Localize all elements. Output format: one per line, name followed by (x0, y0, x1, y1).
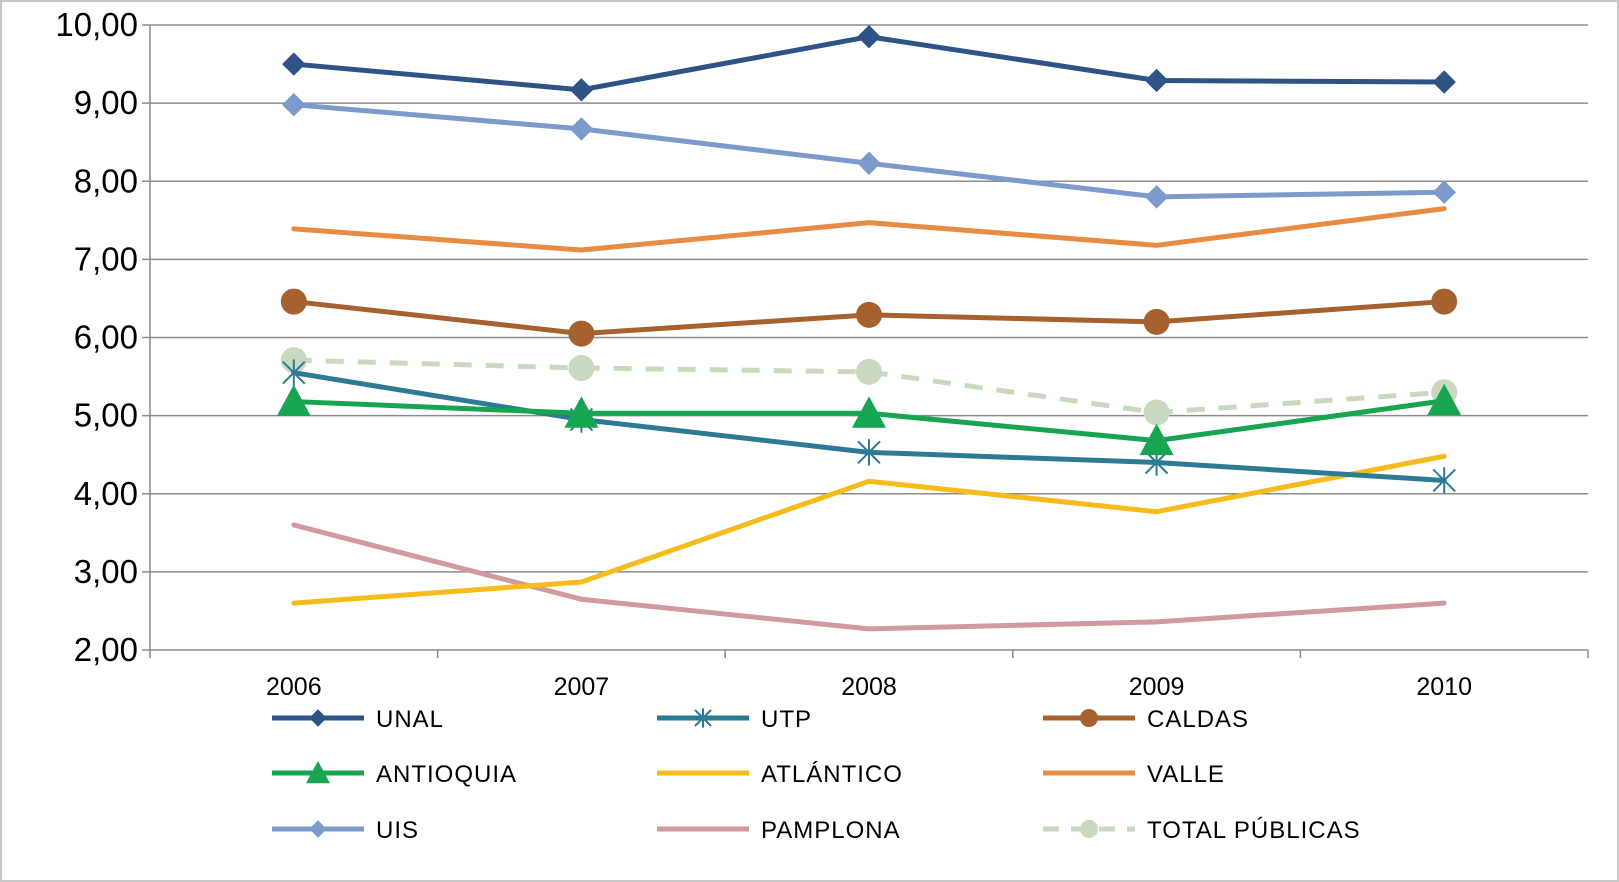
series-atl-ntico (291, 453, 1447, 606)
series-valle (291, 206, 1447, 253)
legend-marker (309, 820, 327, 838)
y-tick-label: 3,00 (74, 553, 138, 590)
data-point-caldas (856, 301, 882, 328)
legend-item-unal: UNAL (272, 706, 444, 733)
data-point-utp (1432, 467, 1456, 494)
legend-item-antioquia: ANTIOQUIA (272, 761, 517, 788)
data-point-antioquia (852, 396, 886, 428)
series-line-pamplona (291, 522, 1447, 632)
legend-marker (309, 709, 327, 727)
legend-item-pamplona: PAMPLONA (657, 817, 901, 844)
series-antioquia (276, 383, 1462, 456)
series-unal (282, 25, 1456, 102)
y-tick-label: 9,00 (74, 84, 138, 121)
legend-label: TOTAL PÚBLICAS (1147, 817, 1361, 844)
y-tick-label: 5,00 (74, 397, 138, 434)
legend-label: ANTIOQUIA (376, 761, 517, 788)
data-point-uis (857, 151, 881, 175)
data-point-uis (569, 117, 594, 141)
legend: UNAL UTP CALDAS ANTIOQUIA ATLÁNTICO VALLE UIS P… (272, 706, 1361, 844)
legend-item-valle: VALLE (1043, 761, 1225, 788)
data-point-total-p-blicas (568, 354, 595, 381)
data-point-total-p-blicas (856, 358, 882, 385)
legend-label: UIS (376, 817, 419, 844)
legend-label: CALDAS (1147, 706, 1249, 733)
y-tick-label: 6,00 (74, 319, 138, 356)
data-point-unal (569, 78, 594, 102)
legend-label: VALLE (1147, 761, 1225, 788)
data-point-caldas (280, 288, 307, 315)
legend-label: ATLÁNTICO (761, 761, 903, 788)
y-tick-label: 2,00 (74, 631, 138, 668)
series-line-uis (291, 102, 1447, 200)
data-point-uis (1144, 185, 1169, 209)
data-point-total-p-blicas (1143, 399, 1170, 426)
tick-labels: 2,00 3,00 4,00 5,00 6,00 7,00 8,00 9,00 10,00 200… (55, 6, 1472, 701)
series-caldas (280, 288, 1458, 347)
data-point-unal (1144, 68, 1169, 93)
data-point-caldas (1431, 288, 1458, 315)
data-point-antioquia (564, 396, 599, 428)
data-point-caldas (1143, 308, 1170, 335)
data-point-unal (857, 25, 881, 49)
data-point-antioquia (1139, 423, 1174, 456)
legend-item-atl-ntico: ATLÁNTICO (657, 761, 903, 788)
y-tick-label: 4,00 (74, 475, 138, 512)
series-uis (282, 92, 1456, 209)
series-line-total-p-blicas (293, 357, 1445, 415)
series-line-atl-ntico (291, 453, 1447, 606)
data-point-antioquia (1427, 383, 1462, 416)
data-point-unal (1432, 70, 1456, 94)
data-point-utp (857, 439, 881, 466)
data-point-antioquia (276, 384, 311, 417)
legend-marker (694, 708, 712, 728)
x-tick-label: 2009 (1129, 673, 1185, 701)
series-lines (276, 25, 1462, 632)
x-tick-label: 2006 (266, 673, 322, 701)
data-point-caldas (568, 320, 595, 347)
x-tick-label: 2008 (841, 673, 897, 701)
y-tick-label: 7,00 (74, 240, 138, 277)
legend-marker (1080, 709, 1098, 727)
axes (142, 24, 1589, 658)
x-tick-label: 2007 (554, 673, 610, 701)
legend-marker (1080, 820, 1098, 838)
x-tick-label: 2010 (1416, 673, 1472, 701)
y-tick-label: 8,00 (74, 162, 138, 199)
data-point-uis (282, 92, 306, 117)
legend-label: UTP (761, 706, 812, 733)
y-tick-label: 10,00 (55, 6, 138, 43)
legend-label: UNAL (376, 706, 444, 733)
data-point-utp (282, 359, 306, 386)
series-line-valle (291, 206, 1447, 253)
legend-marker (306, 761, 330, 784)
series-pamplona (291, 522, 1447, 632)
legend-item-utp: UTP (657, 706, 812, 733)
data-point-unal (282, 52, 306, 76)
legend-item-total-p-blicas: TOTAL PÚBLICAS (1043, 817, 1361, 844)
gridlines (150, 24, 1588, 573)
legend-item-caldas: CALDAS (1043, 706, 1249, 733)
legend-item-uis: UIS (272, 817, 419, 844)
legend-label: PAMPLONA (761, 817, 901, 844)
data-point-uis (1432, 180, 1456, 204)
